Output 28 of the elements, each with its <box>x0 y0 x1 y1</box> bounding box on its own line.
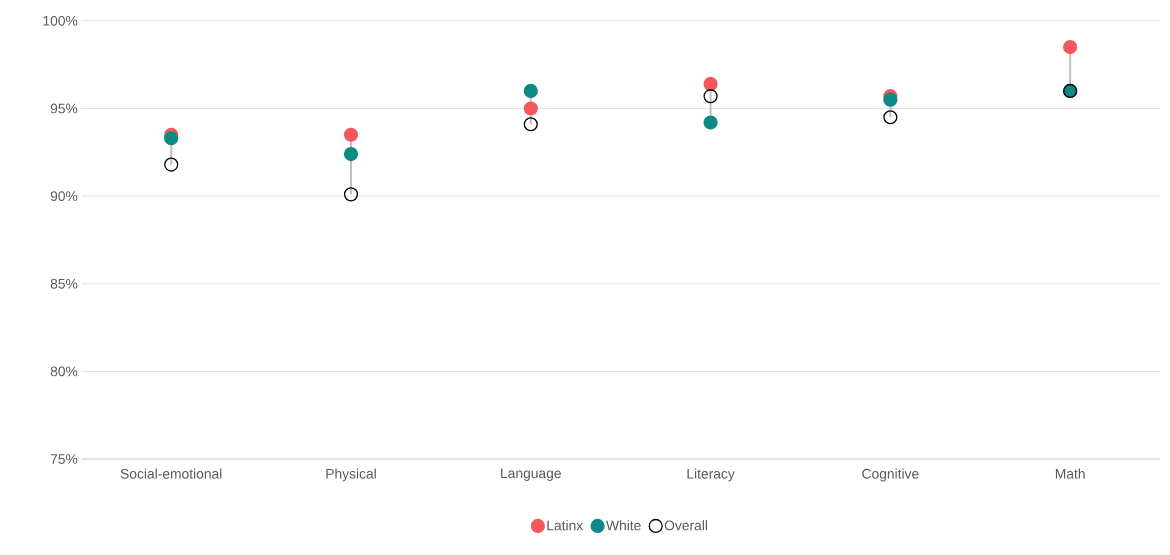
y-tick-label: 80% <box>50 366 78 377</box>
y-tick-label: 75% <box>50 454 78 464</box>
x-tick-label: Cognitive <box>862 468 919 482</box>
x-tick-label: Social-emotional <box>120 468 222 479</box>
point <box>523 117 538 132</box>
point <box>703 88 718 104</box>
point <box>343 127 359 142</box>
x-tick-label: Language <box>501 468 561 481</box>
point <box>703 115 718 130</box>
x-tick-label: Literacy <box>687 468 735 482</box>
x-tick-label: Math <box>1055 468 1085 479</box>
y-tick-label: 85% <box>50 278 78 289</box>
point <box>164 131 179 146</box>
y-tick-label: 100% <box>43 15 78 26</box>
legend-label: Latinx <box>547 520 584 531</box>
point <box>164 157 179 172</box>
point <box>523 101 538 116</box>
point <box>343 187 359 202</box>
legend-label: Overall <box>664 520 708 531</box>
point <box>523 83 538 98</box>
y-tick-label: 95% <box>50 103 78 114</box>
legend-label: White <box>606 520 641 531</box>
y-tick-label: 90% <box>50 191 78 201</box>
point <box>343 146 359 162</box>
point <box>703 76 718 91</box>
point <box>883 110 898 125</box>
point <box>1063 39 1078 55</box>
x-tick-label: Physical <box>326 468 376 482</box>
